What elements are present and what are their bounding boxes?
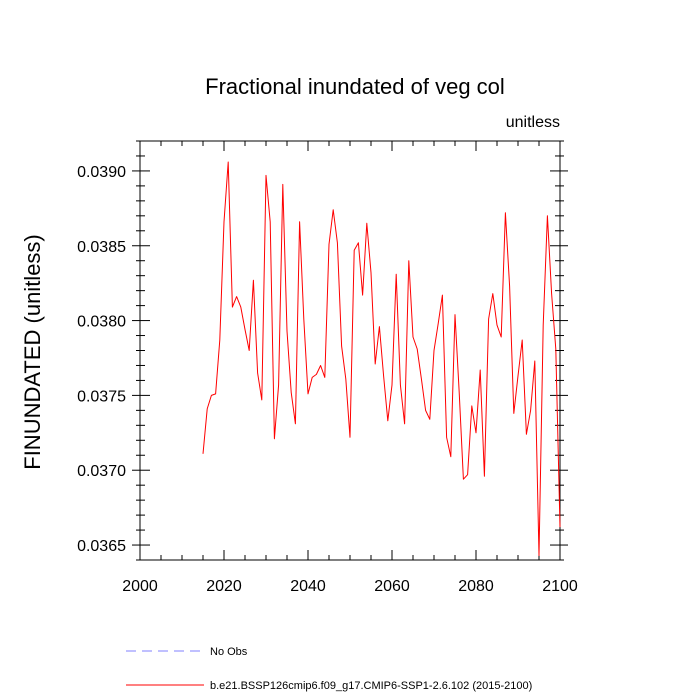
x-tick-label: 2040 — [290, 578, 326, 595]
plot-frame — [139, 140, 561, 561]
y-tick-label: 0.0380 — [77, 314, 126, 331]
x-tick-label: 2060 — [374, 578, 410, 595]
axes: 2000 2020 2040 2060 2080 2100 0.0365 0.0370 0.03… — [77, 140, 578, 595]
units-label: unitless — [506, 114, 560, 131]
series-line — [202, 161, 561, 556]
y-tick-label: 0.0390 — [77, 164, 126, 181]
x-tick-label: 2100 — [542, 578, 578, 595]
x-tick-label: 2080 — [458, 578, 494, 595]
y-tick-label: 0.0375 — [77, 388, 126, 405]
y-tick-label: 0.0365 — [77, 538, 126, 555]
x-tick-label: 2000 — [122, 578, 158, 595]
y-axis-label: FINUNDATED (unitless) — [20, 234, 45, 470]
legend-label: No Obs — [210, 646, 248, 658]
x-tick-label: 2020 — [206, 578, 242, 595]
legend-label: b.e21.BSSP126cmip6.f09_g17.CMIP6-SSP1-2.… — [210, 680, 532, 692]
y-tick-label: 0.0385 — [77, 239, 126, 256]
legend: No Obs b.e21.BSSP126cmip6.f09_g17.CMIP6-S… — [126, 646, 532, 692]
y-tick-label: 0.0370 — [77, 463, 126, 480]
series-layer — [202, 161, 561, 556]
chart-title: Fractional inundated of veg col — [205, 74, 505, 99]
